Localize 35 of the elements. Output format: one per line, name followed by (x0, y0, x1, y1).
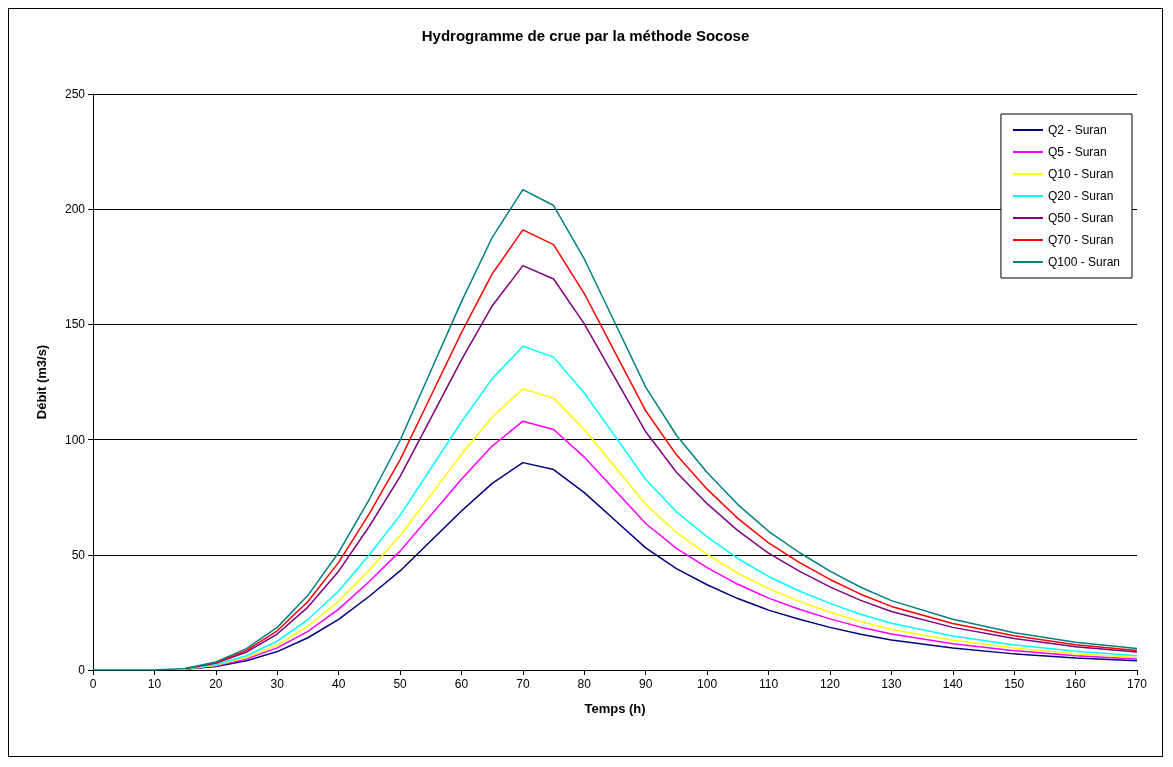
y-tick-label: 50 (71, 547, 86, 562)
legend-label: Q5 - Suran (1047, 145, 1107, 159)
legend-label: Q50 - Suran (1047, 211, 1114, 225)
x-tick-label: 150 (1004, 677, 1025, 691)
chart-title: Hydrogramme de crue par la méthode Socose (421, 27, 750, 44)
y-tick-label: 150 (64, 317, 86, 332)
x-tick-label: 30 (270, 677, 285, 691)
x-tick-label: 120 (819, 677, 841, 691)
x-tick-label: 10 (147, 677, 162, 691)
y-tick-label: 200 (64, 202, 86, 217)
y-tick-label: 0 (78, 663, 86, 677)
x-tick-label: 130 (881, 677, 902, 691)
y-tick-label: 250 (64, 87, 86, 101)
x-tick-label: 140 (942, 677, 964, 691)
legend-label: Q10 - Suran (1047, 167, 1114, 181)
x-tick-label: 90 (639, 677, 653, 691)
x-tick-label: 100 (697, 677, 718, 691)
legend-label: Q20 - Suran (1047, 189, 1114, 203)
x-tick-label: 70 (516, 677, 530, 691)
x-tick-label: 160 (1065, 677, 1086, 691)
x-tick-label: 20 (209, 677, 223, 691)
line-series (215, 420, 1138, 667)
y-axis-title: Débit (m3/s) (34, 344, 49, 420)
x-tick-label: 40 (331, 677, 346, 691)
legend-label: Q70 - Suran (1047, 233, 1114, 247)
x-tick-label: 170 (1126, 677, 1148, 691)
x-tick-label: 0 (89, 677, 97, 691)
y-tick-label: 100 (64, 432, 86, 447)
legend-label: Q2 - Suran (1047, 123, 1107, 137)
x-tick-label: 110 (758, 677, 779, 691)
legend-label: Q100 - Suran (1047, 255, 1121, 269)
x-tick-label: 60 (454, 677, 469, 691)
x-axis-title: Temps (h) (584, 701, 646, 716)
x-tick-label: 80 (577, 677, 592, 691)
x-tick-label: 50 (393, 677, 408, 691)
